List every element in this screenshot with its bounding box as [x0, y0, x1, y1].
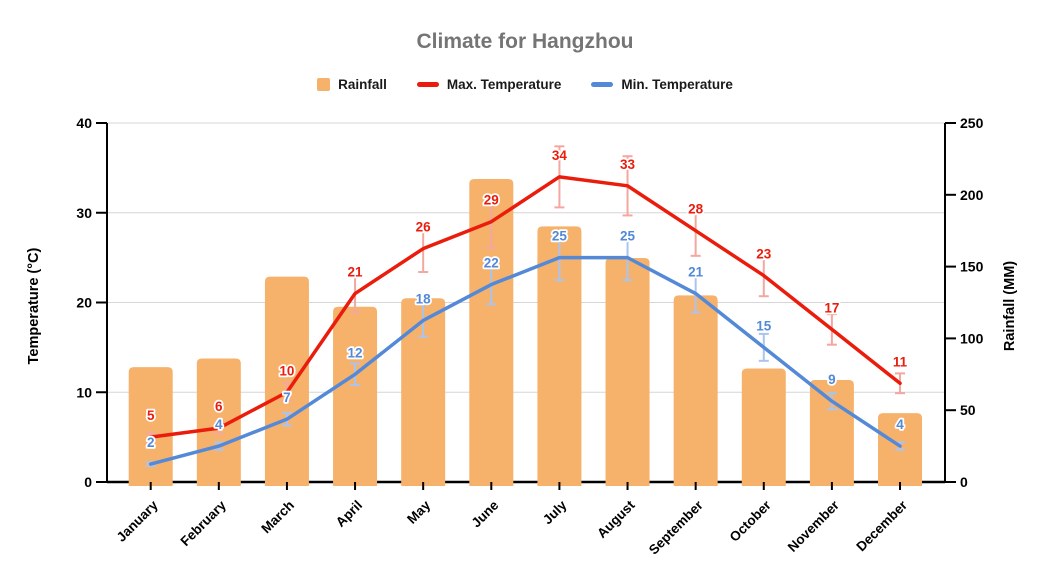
legend-item-rainfall[interactable]: Rainfall: [317, 77, 387, 92]
month-label-october: October: [727, 497, 775, 545]
rainfall-bars[interactable]: [128, 179, 923, 486]
value-label-min-temperature-september: 21: [688, 265, 704, 280]
legend-label: Rainfall: [338, 77, 387, 92]
bar-january[interactable]: [128, 367, 173, 486]
legend-swatch-max-temperature: [416, 82, 439, 87]
month-label-june: June: [469, 497, 502, 530]
value-label-max-temperature-october: 23: [756, 247, 772, 262]
right-tick-label-100: 100: [960, 330, 984, 346]
month-label-august: August: [594, 497, 638, 541]
value-label-max-temperature-july: 34: [552, 148, 568, 163]
month-label-march: March: [258, 498, 297, 537]
value-label-min-temperature-may: 18: [416, 291, 432, 306]
left-tick-label-40: 40: [76, 115, 92, 131]
value-label-max-temperature-december: 11: [893, 354, 908, 369]
value-label-max-temperature-june: 29: [484, 193, 499, 208]
right-tick-label-150: 150: [960, 259, 984, 275]
value-label-max-temperature-september: 28: [688, 202, 704, 217]
value-label-min-temperature-november: 9: [828, 372, 836, 387]
month-label-december: December: [853, 497, 910, 554]
bar-september[interactable]: [673, 295, 718, 486]
data-labels: 5 6 10 21 26 29 34 33 28 23 17 11 2 4 7 12 18 22 25 25 21 15 9…: [145, 146, 909, 452]
bar-august[interactable]: [605, 257, 650, 486]
value-label-min-temperature-october: 15: [756, 318, 772, 333]
temperature-lines[interactable]: [148, 175, 902, 466]
error-bars: [145, 145, 906, 467]
month-label-may: May: [404, 497, 434, 527]
value-label-max-temperature-february: 6: [215, 399, 223, 414]
value-label-max-temperature-january: 5: [147, 408, 155, 423]
legend-item-min-temperature[interactable]: Min. Temperature: [591, 77, 733, 92]
month-label-july: July: [540, 497, 570, 527]
left-axis-title: Temperature (°C): [26, 247, 42, 364]
value-label-max-temperature-march: 10: [279, 363, 294, 378]
right-tick-label-50: 50: [960, 402, 976, 418]
right-tick-label-200: 200: [960, 187, 984, 203]
left-tick-label-0: 0: [84, 474, 92, 490]
line-min-temperature[interactable]: [148, 255, 902, 466]
value-label-max-temperature-may: 26: [416, 220, 432, 235]
value-label-min-temperature-january: 2: [147, 435, 155, 450]
month-label-january: January: [114, 497, 162, 545]
legend-label: Min. Temperature: [621, 77, 733, 92]
value-label-max-temperature-april: 21: [348, 265, 364, 280]
bar-may[interactable]: [401, 298, 446, 486]
legend-item-max-temperature[interactable]: Max. Temperature: [416, 77, 562, 92]
left-tick-label-10: 10: [76, 384, 92, 400]
left-tick-label-20: 20: [76, 295, 92, 311]
value-label-min-temperature-april: 12: [348, 345, 363, 360]
value-label-max-temperature-august: 33: [620, 157, 636, 172]
bar-june[interactable]: [469, 179, 514, 486]
bar-october[interactable]: [741, 368, 786, 486]
right-tick-label-0: 0: [960, 474, 968, 490]
legend-swatch-rainfall: [317, 78, 331, 91]
left-tick-label-30: 30: [76, 205, 92, 221]
value-label-max-temperature-november: 17: [824, 300, 839, 315]
axes: [96, 122, 956, 490]
right-tick-label-250: 250: [960, 115, 984, 131]
value-label-min-temperature-march: 7: [283, 390, 291, 405]
month-label-february: February: [177, 497, 229, 549]
bar-july[interactable]: [537, 226, 582, 486]
legend-label: Max. Temperature: [446, 77, 562, 92]
chart-legend: Rainfall Max. Temperature Min. Temperature: [0, 77, 1050, 92]
value-label-min-temperature-december: 4: [896, 417, 904, 432]
tick-labels: 0 10 20 30 40 0 50 100 150 200 250 January February M…: [76, 115, 983, 557]
bar-march[interactable]: [264, 276, 309, 486]
legend-swatch-min-temperature: [591, 82, 614, 87]
value-label-min-temperature-august: 25: [620, 229, 636, 244]
line-max-temperature[interactable]: [148, 175, 902, 439]
right-axis-title: Rainfall (MM): [1002, 261, 1018, 351]
month-label-november: November: [785, 497, 843, 555]
bar-april[interactable]: [333, 306, 378, 486]
chart-title: Climate for Hangzhou: [416, 30, 634, 53]
month-label-april: April: [333, 498, 365, 530]
gridlines: [107, 122, 945, 484]
value-label-min-temperature-february: 4: [215, 417, 223, 432]
value-label-min-temperature-june: 22: [484, 256, 499, 271]
month-label-september: September: [646, 497, 706, 557]
value-label-min-temperature-july: 25: [552, 229, 568, 244]
